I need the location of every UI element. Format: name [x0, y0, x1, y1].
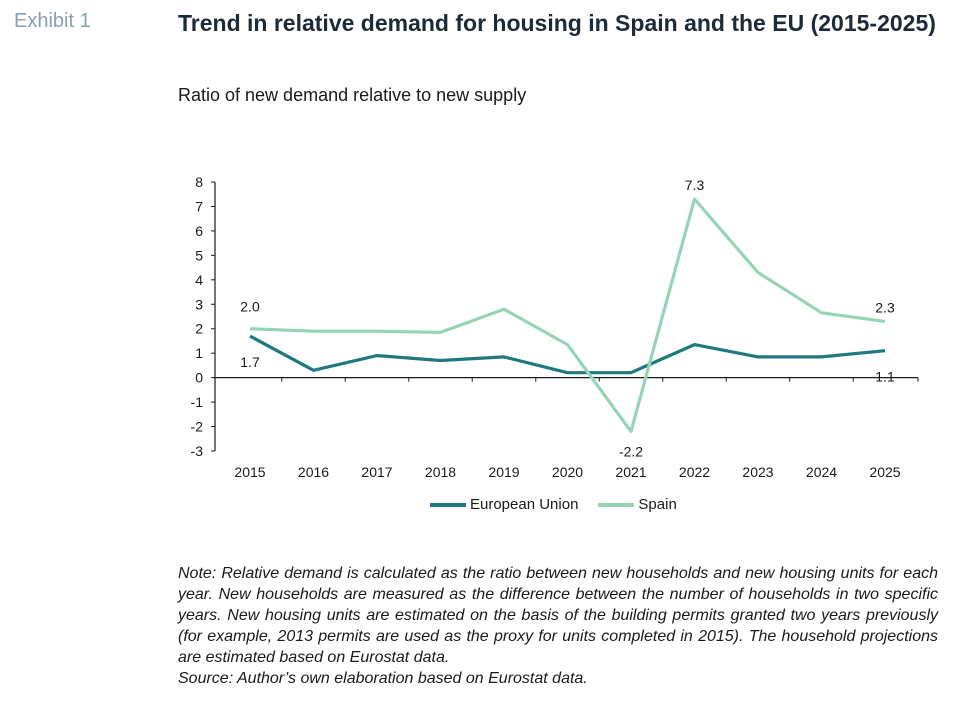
- note-text: Note: Relative demand is calculated as t…: [178, 565, 938, 666]
- legend-swatch-spain: [598, 502, 635, 507]
- y-tick-label: 5: [195, 247, 203, 263]
- y-tick-label: 8: [195, 174, 203, 190]
- chart-title: Trend in relative demand for housing in …: [178, 10, 936, 36]
- y-tick-label: 6: [195, 223, 203, 239]
- y-tick-label: 0: [195, 370, 203, 386]
- data-label: 1.7: [240, 354, 260, 370]
- line-chart: 8 7 6 5 4 3 2 1 0 -1 -2 -3 2015 2016 2017 2018 2019 2020 2…: [191, 174, 919, 480]
- x-tick-label: 2015: [234, 464, 265, 480]
- data-label: 7.3: [685, 177, 705, 193]
- chart-data-labels: 2.0 1.7 -2.2 7.3 2.3 1.1: [240, 177, 895, 459]
- chart-lines: [249, 197, 886, 433]
- series-line-spain: [249, 197, 886, 433]
- data-label: -2.2: [619, 443, 643, 459]
- data-label: 2.0: [240, 299, 260, 315]
- x-tick-label: 2016: [298, 464, 329, 480]
- y-tick-label: 2: [195, 321, 203, 337]
- legend-label-spain: Spain: [638, 496, 677, 513]
- x-tick-label: 2024: [806, 464, 837, 480]
- x-tick-label: 2017: [361, 464, 392, 480]
- x-tick-label: 2023: [742, 464, 773, 480]
- x-tick-label: 2025: [869, 464, 900, 480]
- chart-axes: 8 7 6 5 4 3 2 1 0 -1 -2 -3 2015 2016 2017 2018 2019 2020 2…: [191, 174, 919, 480]
- y-tick-label: -2: [191, 419, 204, 435]
- x-tick-label: 2022: [679, 464, 710, 480]
- legend-label-eu: European Union: [470, 496, 579, 513]
- series-line-eu: [249, 334, 886, 375]
- exhibit-label: Exhibit 1: [14, 10, 91, 32]
- chart-note: Note: Relative demand is calculated as t…: [178, 563, 938, 689]
- x-tick-label: 2021: [615, 464, 646, 480]
- chart-subtitle: Ratio of new demand relative to new supp…: [178, 85, 527, 105]
- legend-item-eu: European Union: [430, 496, 578, 513]
- y-tick-label: 1: [195, 345, 203, 361]
- source-text: Source: Author’s own elaboration based o…: [178, 670, 588, 687]
- data-label: 2.3: [875, 299, 895, 315]
- x-tick-label: 2018: [425, 464, 456, 480]
- data-label: 1.1: [875, 369, 895, 385]
- x-tick-label: 2020: [552, 464, 583, 480]
- legend-swatch-eu: [430, 502, 466, 507]
- chart-legend: European Union Spain: [430, 496, 697, 513]
- y-tick-label: 3: [195, 296, 203, 312]
- y-tick-label: -3: [191, 443, 204, 459]
- y-tick-label: -1: [191, 394, 204, 410]
- legend-item-spain: Spain: [598, 496, 677, 513]
- y-tick-label: 7: [195, 198, 203, 214]
- x-tick-label: 2019: [488, 464, 519, 480]
- y-tick-label: 4: [195, 272, 203, 288]
